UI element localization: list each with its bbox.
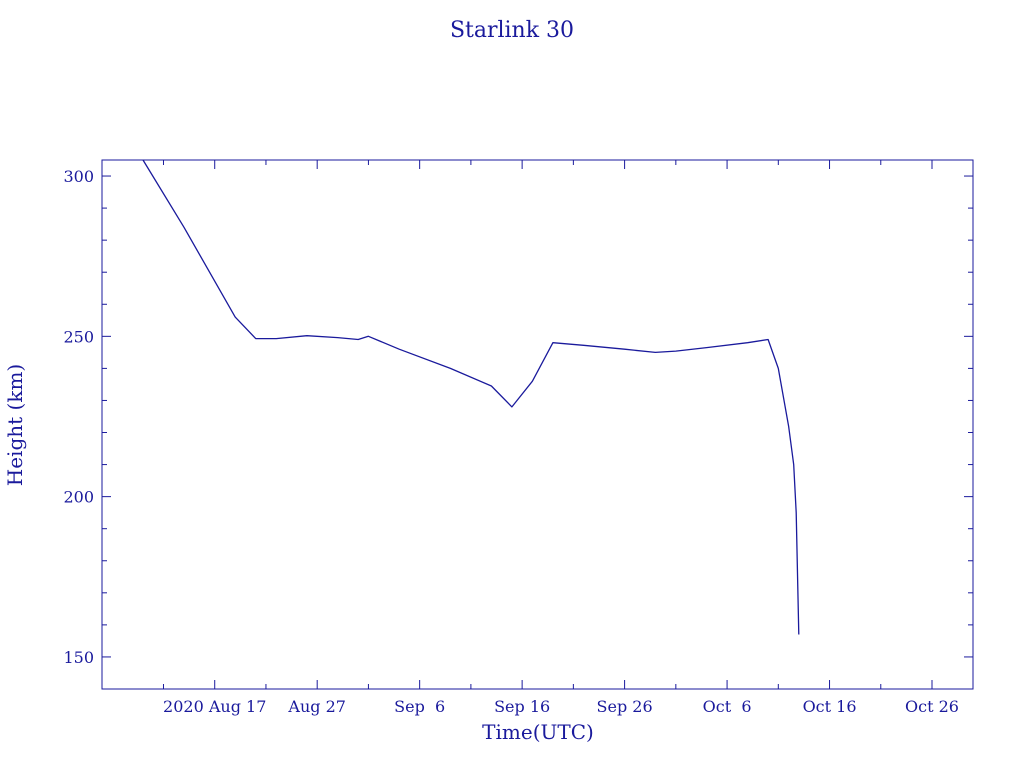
y-axis-label: Height (km) bbox=[3, 364, 27, 486]
x-tick-label: Sep 26 bbox=[597, 697, 653, 716]
x-axis-label: Time(UTC) bbox=[482, 720, 594, 744]
x-tick-label: Sep 6 bbox=[394, 697, 445, 716]
y-tick-label: 150 bbox=[63, 648, 94, 667]
y-tick-label: 300 bbox=[63, 167, 94, 186]
x-tick-label: Sep 16 bbox=[494, 697, 550, 716]
plot-frame bbox=[101, 159, 974, 690]
axis-tick-labels: 2020 Aug 17 Aug 27 Sep 6 Sep 16 Sep 26 Oct 6 O… bbox=[63, 167, 959, 716]
x-tick-label: Oct 6 bbox=[703, 697, 752, 716]
x-tick-label: Oct 26 bbox=[905, 697, 959, 716]
x-tick-label: Oct 16 bbox=[803, 697, 857, 716]
axis-ticks bbox=[102, 160, 973, 690]
y-tick-label: 200 bbox=[63, 488, 94, 507]
height-series-line bbox=[142, 159, 800, 635]
y-tick-label: 250 bbox=[63, 327, 94, 346]
chart-title: Starlink 30 bbox=[450, 18, 574, 43]
x-tick-label: 2020 Aug 17 bbox=[163, 697, 266, 716]
x-tick-label: Aug 27 bbox=[287, 697, 346, 716]
